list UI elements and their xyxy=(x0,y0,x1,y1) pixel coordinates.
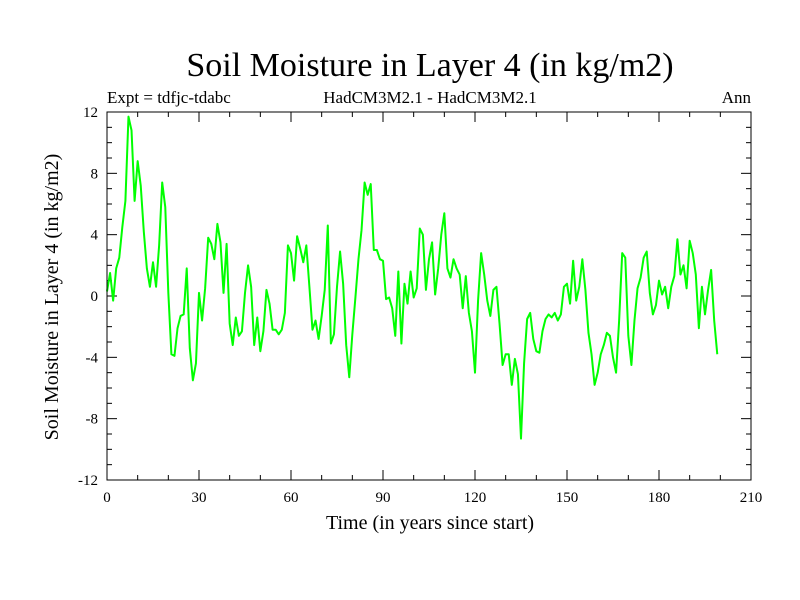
y-tick-label: -12 xyxy=(78,473,98,489)
subtitle-left: Expt = tdfjc-tdabc xyxy=(107,88,231,107)
x-tick-label: 90 xyxy=(376,490,391,506)
x-tick-label: 60 xyxy=(284,490,299,506)
chart-title: Soil Moisture in Layer 4 (in kg/m2) xyxy=(186,47,673,84)
y-tick-label: 4 xyxy=(91,228,99,244)
subtitle-right: Ann xyxy=(722,88,752,107)
y-tick-label: -8 xyxy=(86,412,99,428)
y-tick-label: 8 xyxy=(91,166,99,182)
x-tick-label: 180 xyxy=(648,490,671,506)
y-tick-label: 0 xyxy=(91,289,99,305)
x-tick-label: 210 xyxy=(740,490,763,506)
x-tick-label: 0 xyxy=(103,490,111,506)
y-tick-label: 12 xyxy=(83,105,98,121)
series-line xyxy=(106,115,719,440)
subtitle-center: HadCM3M2.1 - HadCM3M2.1 xyxy=(323,88,536,107)
y-tick-label: -4 xyxy=(86,350,99,366)
x-axis-label: Time (in years since start) xyxy=(326,512,534,534)
y-axis-label: Soil Moisture in Layer 4 (in kg/m2) xyxy=(41,154,63,441)
x-tick-label: 150 xyxy=(556,490,579,506)
x-tick-label: 120 xyxy=(464,490,487,506)
axis-tick-labels: 0 30 60 90 120 150 180 210 -12 -8 -4 0 4 8 12 xyxy=(78,105,762,506)
plot-frame xyxy=(106,111,752,481)
axis-ticks xyxy=(106,111,752,481)
x-tick-label: 30 xyxy=(192,490,207,506)
